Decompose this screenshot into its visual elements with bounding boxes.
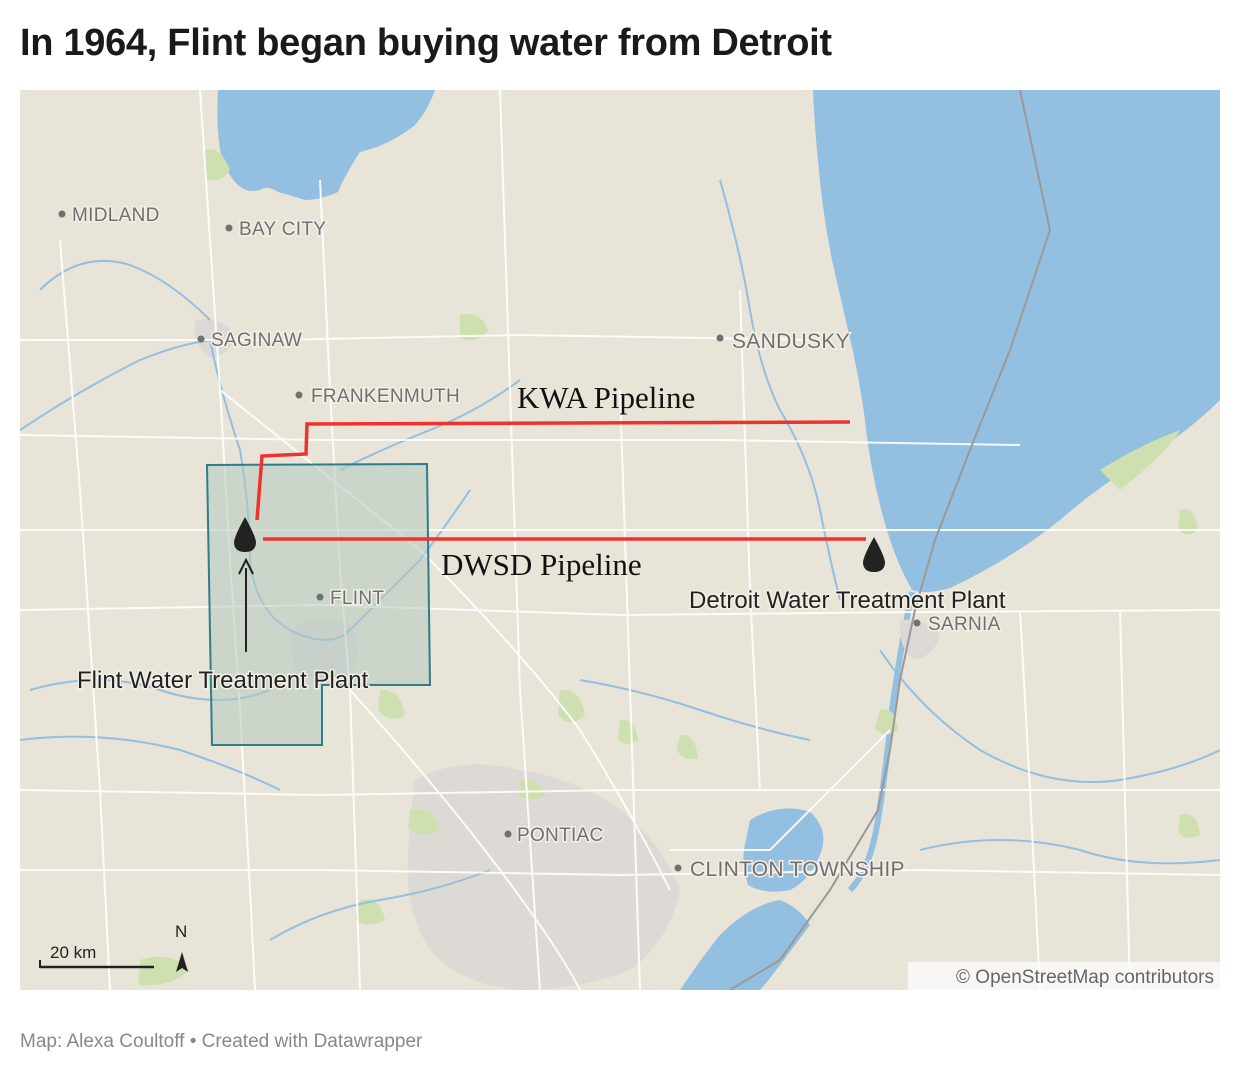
city-label-clinton-township: CLINTON TOWNSHIP — [690, 858, 905, 881]
international-border — [729, 90, 1052, 990]
city-label-frankenmuth: FRANKENMUTH — [311, 386, 460, 407]
map-canvas[interactable]: MIDLAND BAY CITY SAGINAW FRANKENMUTH SAN… — [20, 90, 1220, 990]
st-clair-river — [847, 591, 915, 893]
city-label-sarnia: SARNIA — [928, 614, 1001, 635]
city-label-midland: MIDLAND — [72, 205, 160, 226]
kwa-pipeline-line — [255, 420, 851, 521]
detroit-plant-drop-icon[interactable] — [863, 537, 885, 572]
detroit-plant-label: Detroit Water Treatment Plant — [689, 587, 1006, 614]
city-dots — [58, 210, 921, 872]
saginaw-bay — [217, 90, 435, 200]
flint-region — [205, 462, 432, 746]
city-label-flint: FLINT — [330, 588, 384, 609]
scale-label: 20 km — [50, 943, 96, 962]
city-label-pontiac: PONTIAC — [517, 825, 604, 846]
footer-credit: Map: Alexa Coultoff • Created with Dataw… — [20, 1031, 423, 1052]
saginaw-urban-area — [194, 319, 235, 358]
flint-plant-arrow-head — [238, 557, 254, 575]
attribution-text[interactable]: © OpenStreetMap contributors — [956, 967, 1214, 988]
map-title: In 1964, Flint began buying water from D… — [20, 22, 832, 64]
north-label: N — [175, 922, 187, 941]
city-label-bay-city: BAY CITY — [239, 219, 326, 240]
map-svg: MIDLAND BAY CITY SAGINAW FRANKENMUTH SAN… — [20, 90, 1220, 990]
parks — [138, 149, 1200, 986]
flint-plant-drop-icon[interactable] — [234, 517, 256, 552]
lake-erie — [680, 900, 810, 990]
north-arrow-icon — [176, 952, 188, 972]
detroit-metro-area — [407, 764, 680, 990]
flint-plant-label: Flint Water Treatment Plant — [77, 667, 369, 694]
city-label-saginaw: SAGINAW — [211, 330, 302, 351]
kwa-pipeline-label: KWA Pipeline — [517, 380, 695, 415]
roads — [20, 90, 1220, 990]
attribution-background — [908, 962, 1220, 990]
dwsd-pipeline-label: DWSD Pipeline — [441, 547, 642, 582]
city-label-sandusky: SANDUSKY — [732, 330, 850, 353]
lake-st-clair — [743, 808, 824, 892]
